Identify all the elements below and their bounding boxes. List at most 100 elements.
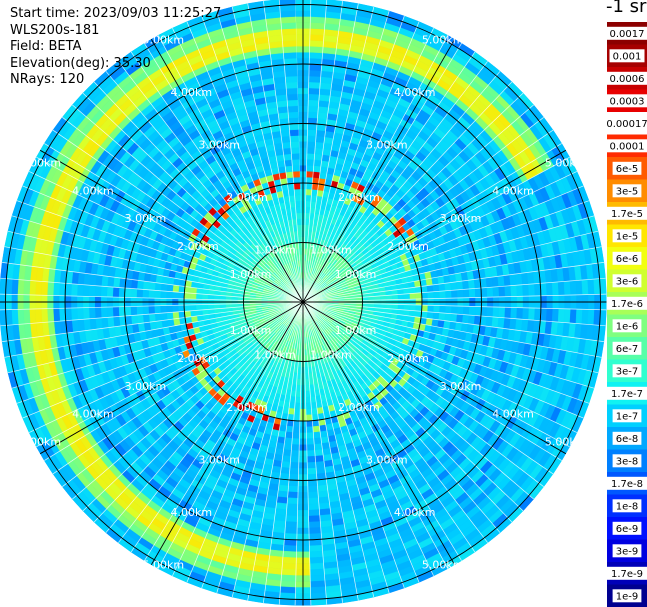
- ray-separator: [16, 200, 304, 303]
- colorbar-tick-bg: [607, 26, 647, 40]
- ray-separator: [302, 301, 488, 543]
- range-label: 2.00km: [387, 240, 429, 253]
- ray-separator: [302, 277, 606, 303]
- range-label: 2.00km: [177, 240, 219, 253]
- ray-separator: [302, 293, 607, 303]
- colorbar-tick-label: 0.0006: [610, 74, 645, 85]
- colorbar-tick-bg: [612, 161, 642, 175]
- ray-separator: [22, 301, 304, 419]
- ray-separator: [302, 1, 343, 303]
- ray-separator: [302, 35, 449, 303]
- ray-separator: [216, 10, 304, 303]
- ray-separator: [72, 301, 304, 500]
- colorbar-tick-label: 1.7e-6: [611, 299, 643, 310]
- range-label: 3.00km: [125, 212, 167, 225]
- range-label: 5.00km: [20, 436, 62, 449]
- range-label: 5.00km: [20, 156, 62, 169]
- colorbar-tick-bg: [612, 319, 642, 333]
- colorbar-tick-label: 0.0017: [610, 29, 645, 40]
- ray-separator: [302, 301, 343, 603]
- ray-separator: [22, 185, 304, 303]
- range-label: 4.00km: [492, 408, 534, 421]
- ray-separator: [82, 92, 304, 303]
- ray-separator: [302, 301, 312, 606]
- ray-separator: [11, 301, 304, 389]
- colorbar-tick-bg: [612, 454, 642, 468]
- ray-separator: [302, 301, 595, 389]
- colorbar-tick-bg: [612, 251, 642, 265]
- range-label: 4.00km: [394, 86, 436, 99]
- ray-separator: [302, 92, 524, 303]
- ray-separator: [118, 61, 304, 303]
- colorbar-tick-bg: [612, 431, 642, 445]
- range-label: 4.00km: [72, 408, 114, 421]
- colorbar: 0.0017 0.001 0.0006 0.0003 0.00017 0.0001 6e-5…: [607, 22, 647, 607]
- elevation-text: Elevation(deg): 35.30: [10, 55, 151, 71]
- range-label: 3.00km: [125, 380, 167, 393]
- ray-separator: [44, 301, 304, 461]
- range-label: 5.00km: [545, 436, 587, 449]
- ray-separator: [201, 15, 304, 303]
- range-label: 1.00km: [310, 244, 352, 257]
- azimuth-spoke-210: [150, 301, 304, 566]
- ray-separator: [172, 301, 304, 577]
- ray-separator: [302, 301, 449, 569]
- ray-separator: [302, 301, 476, 553]
- ray-separator: [157, 35, 304, 303]
- ray-separator: [144, 43, 304, 303]
- range-label: 2.00km: [226, 401, 268, 414]
- range-label: 1.00km: [254, 244, 296, 257]
- nrays-text: NRays: 120: [10, 72, 85, 87]
- ray-separator: [302, 129, 554, 303]
- colorbar-tick-bg: [612, 184, 642, 198]
- range-label: 3.00km: [366, 138, 408, 151]
- range-label: 1.00km: [335, 268, 377, 281]
- colorbar-tick-label: 0.0003: [610, 96, 645, 107]
- ray-separator: [231, 301, 304, 598]
- ray-separator: [201, 301, 304, 589]
- colorbar-tick-label: 6e-9: [616, 524, 639, 535]
- colorbar-tick-bg: [607, 296, 647, 310]
- ray-separator: [130, 51, 304, 303]
- ray-separator: [302, 0, 312, 303]
- ray-separator: [186, 21, 304, 303]
- range-label: 4.00km: [171, 506, 213, 519]
- ray-separator: [28, 171, 304, 303]
- ray-separator: [302, 301, 434, 577]
- ray-separator: [302, 0, 328, 303]
- colorbar-tick-label: 3e-6: [616, 276, 639, 287]
- ray-separator: [302, 301, 375, 598]
- instrument-text: WLS200s-181: [10, 22, 100, 38]
- colorbar-tick-bg: [607, 94, 647, 108]
- range-label: 1.00km: [230, 268, 272, 281]
- ray-separator: [302, 61, 488, 303]
- colorbar-tick-label: 3e-8: [616, 456, 639, 467]
- range-label: 5.00km: [545, 156, 587, 169]
- ray-separator: [72, 104, 304, 303]
- ray-separator: [302, 171, 578, 303]
- ray-separator: [302, 301, 359, 601]
- ray-separator: [62, 301, 304, 487]
- ray-separator: [302, 185, 584, 303]
- colorbar-tick-bg: [612, 274, 642, 288]
- ray-separator: [247, 3, 304, 303]
- ray-separator: [302, 81, 513, 303]
- ray-separator: [302, 301, 602, 358]
- ray-separator: [278, 301, 304, 605]
- ray-separator: [93, 81, 304, 303]
- ray-separator: [302, 27, 434, 303]
- range-label: 3.00km: [198, 138, 240, 151]
- ray-separator: [302, 246, 602, 303]
- ray-separator: [302, 301, 607, 311]
- ray-separator: [302, 15, 405, 303]
- ray-separator: [7, 230, 304, 303]
- ray-separator: [302, 301, 599, 374]
- colorbar-tick-bg: [607, 566, 647, 580]
- ray-separator: [302, 301, 606, 327]
- ray-separator: [302, 51, 476, 303]
- range-label: 2.00km: [177, 352, 219, 365]
- ray-separator: [28, 301, 304, 433]
- ray-separator: [4, 246, 304, 303]
- colorbar-tick-bg: [612, 544, 642, 558]
- ray-separator: [0, 301, 304, 327]
